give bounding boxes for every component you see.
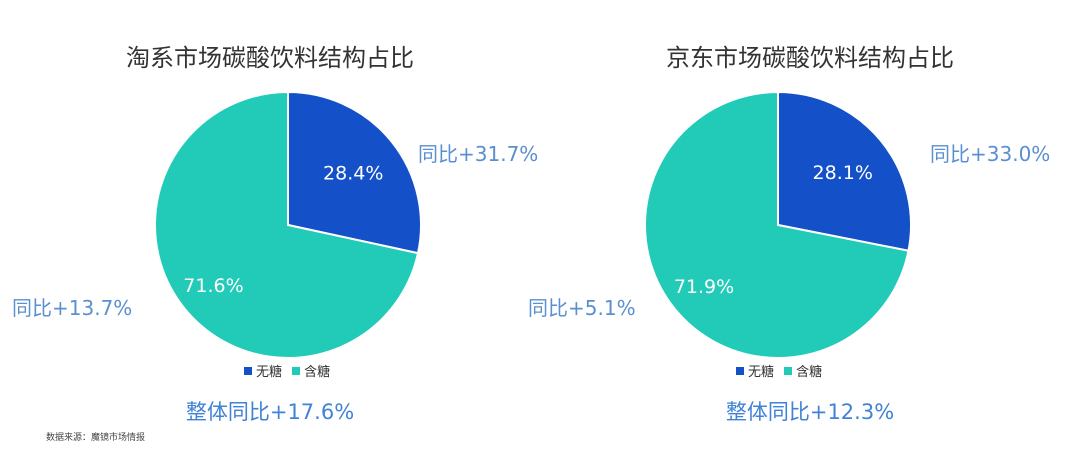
legend-item-no-sugar: 无糖 <box>244 365 282 380</box>
pie-slice-sugar <box>154 90 420 359</box>
slice-value-label: 28.1% <box>813 162 873 184</box>
legend: 无糖 含糖 <box>244 361 336 380</box>
pie-slice-no-sugar <box>287 90 422 255</box>
legend-item-sugar: 含糖 <box>784 365 822 380</box>
legend-swatch-sugar <box>292 367 301 375</box>
no-sugar-yoy-annotation: 同比+31.7% <box>418 142 539 166</box>
chart-panel-taoxi: 淘系市场碳酸饮料结构占比 28.4% 71.6% 同比+31.7% 同比+13.7… <box>12 44 539 443</box>
pie-slice-sugar <box>644 90 910 359</box>
sugar-yoy-annotation: 同比+5.1% <box>528 296 636 320</box>
legend-item-no-sugar: 无糖 <box>736 365 774 380</box>
chart-title: 淘系市场碳酸饮料结构占比 <box>126 44 414 72</box>
pie-slice-no-sugar <box>777 90 912 252</box>
no-sugar-yoy-annotation: 同比+33.0% <box>930 142 1051 166</box>
legend-label: 无糖 <box>748 365 775 380</box>
overall-yoy: 整体同比+17.6% <box>185 400 355 424</box>
legend-label: 含糖 <box>304 365 331 380</box>
overall-yoy: 整体同比+12.3% <box>725 400 895 424</box>
legend-swatch-no-sugar <box>244 367 252 375</box>
legend-swatch-no-sugar <box>736 367 744 375</box>
chart-panel-jd: 京东市场碳酸饮料结构占比 28.1% 71.9% 同比+33.0% 同比+5.1%… <box>528 0 1080 453</box>
pie-chart: 28.4% 71.6% <box>154 90 422 359</box>
slice-value-label: 28.4% <box>323 162 383 184</box>
legend-swatch-sugar <box>784 367 793 375</box>
pie-chart: 28.1% 71.9% <box>644 90 912 359</box>
data-source: 数据来源：魔镜市场情报 <box>46 433 146 443</box>
slice-value-label: 71.6% <box>183 275 243 297</box>
legend-label: 无糖 <box>256 365 283 380</box>
legend-label: 含糖 <box>796 365 823 380</box>
legend-item-sugar: 含糖 <box>292 365 330 380</box>
legend: 无糖 含糖 <box>736 361 828 380</box>
sugar-yoy-annotation: 同比+13.7% <box>12 296 133 320</box>
slice-value-label: 71.9% <box>674 276 734 298</box>
chart-title: 京东市场碳酸饮料结构占比 <box>666 44 954 72</box>
